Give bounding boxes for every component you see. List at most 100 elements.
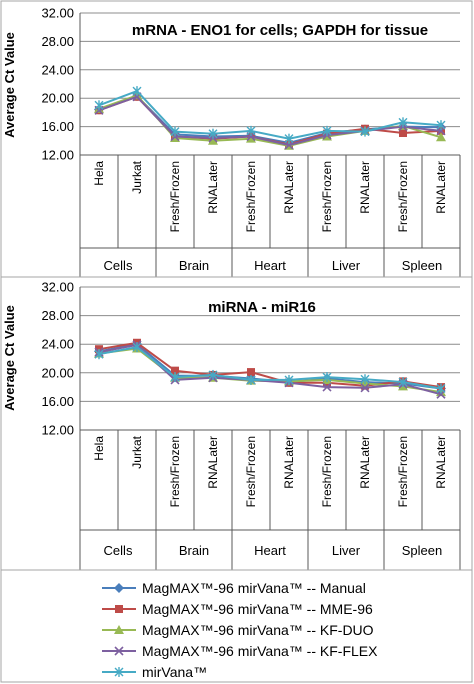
data-point <box>436 383 446 394</box>
x-tick-label: Fresh/Frozen <box>244 436 258 507</box>
y-axis-label: Average Ct Value <box>2 305 17 411</box>
data-point <box>94 100 104 111</box>
legend-item: MagMAX™-96 mirVana™ -- KF-FLEX <box>102 643 378 659</box>
y-tick-label: 12.00 <box>41 423 74 438</box>
y-tick-label: 16.00 <box>41 119 74 134</box>
group-label: Brain <box>179 543 209 558</box>
data-point <box>246 133 256 143</box>
legend-item: MagMAX™-96 mirVana™ -- Manual <box>102 580 366 596</box>
data-point <box>399 128 407 137</box>
x-tick-label: RNALater <box>282 436 296 489</box>
x-tick-label: Jurkat <box>130 435 144 468</box>
x-tick-label: Hela <box>92 161 106 186</box>
group-label: Liver <box>332 543 361 558</box>
data-point <box>94 349 104 360</box>
group-label: Heart <box>254 258 286 273</box>
x-tick-label: RNALater <box>434 436 448 489</box>
group-label: Cells <box>104 543 133 558</box>
data-point <box>398 377 408 388</box>
legend-marker <box>114 646 124 656</box>
x-tick-label: Hela <box>92 436 106 461</box>
legend-label: MagMAX™-96 mirVana™ -- KF-FLEX <box>142 643 378 659</box>
legend-label: MagMAX™-96 mirVana™ -- KF-DUO <box>142 622 374 638</box>
legend-marker <box>114 667 124 677</box>
data-point <box>208 128 218 139</box>
legend-label: mirVana™ <box>142 664 207 680</box>
data-point <box>322 382 332 392</box>
data-point <box>360 374 370 385</box>
data-point <box>398 117 408 128</box>
chart-title: mRNA - ENO1 for cells; GAPDH for tissue <box>132 22 428 39</box>
group-label: Brain <box>179 258 209 273</box>
x-tick-label: Fresh/Frozen <box>320 436 334 507</box>
series-line <box>98 95 442 147</box>
legend-marker <box>114 583 124 593</box>
legend: MagMAX™-96 mirVana™ -- Manual MagMAX™-96 … <box>0 569 473 683</box>
data-point <box>246 125 256 136</box>
legend-frame <box>0 569 473 683</box>
x-tick-label: RNALater <box>358 161 372 214</box>
y-tick-label: 24.00 <box>41 62 74 77</box>
data-point <box>208 369 218 380</box>
group-label: Spleen <box>402 543 442 558</box>
x-tick-label: RNALater <box>358 436 372 489</box>
data-point <box>284 374 294 385</box>
data-point <box>171 366 179 375</box>
x-tick-label: RNALater <box>434 161 448 214</box>
y-tick-label: 20.00 <box>41 365 74 380</box>
group-label: Liver <box>332 258 361 273</box>
legend-item: mirVana™ <box>102 664 207 680</box>
chart-mirna: Average Ct Value miRNA - miR16 12.00 16.0… <box>0 276 473 571</box>
data-point <box>284 140 294 150</box>
marker-stroke <box>114 646 124 656</box>
data-point <box>132 86 142 97</box>
legend-item: MagMAX™-96 mirVana™ -- MME-96 <box>102 601 373 617</box>
data-point <box>436 120 446 131</box>
x-tick-label: Fresh/Frozen <box>168 161 182 232</box>
data-point <box>322 372 332 383</box>
chart-title: miRNA - miR16 <box>208 299 316 316</box>
marker-stroke <box>284 140 294 150</box>
series-line <box>98 341 442 389</box>
y-tick-label: 16.00 <box>41 394 74 409</box>
y-tick-label: 12.00 <box>41 148 74 163</box>
y-tick-label: 28.00 <box>41 34 74 49</box>
data-point <box>170 126 180 137</box>
series-line <box>98 346 442 390</box>
series-line <box>98 89 442 140</box>
x-tick-label: RNALater <box>282 161 296 214</box>
y-axis-label: Average Ct Value <box>2 32 17 138</box>
x-tick-label: Fresh/Frozen <box>244 161 258 232</box>
data-point <box>360 383 370 393</box>
y-tick-label: 20.00 <box>41 91 74 106</box>
data-point <box>360 126 370 137</box>
legend-label: MagMAX™-96 mirVana™ -- MME-96 <box>142 601 373 617</box>
x-tick-label: RNALater <box>206 436 220 489</box>
data-point <box>208 135 218 145</box>
marker-stroke <box>360 383 370 393</box>
chart-mrna: Average Ct Value mRNA - ENO1 for cells; … <box>0 0 473 283</box>
data-point <box>132 342 142 353</box>
x-tick-label: Fresh/Frozen <box>168 436 182 507</box>
group-label: Heart <box>254 543 286 558</box>
data-point <box>170 372 180 383</box>
group-label: Cells <box>104 258 133 273</box>
legend-marker <box>114 625 124 634</box>
y-tick-label: 28.00 <box>41 308 74 323</box>
group-label: Spleen <box>402 258 442 273</box>
series-mirvana <box>94 86 446 144</box>
x-tick-label: Jurkat <box>130 160 144 193</box>
x-tick-label: Fresh/Frozen <box>396 161 410 232</box>
x-tick-label: Fresh/Frozen <box>320 161 334 232</box>
data-point <box>322 125 332 136</box>
y-tick-label: 24.00 <box>41 337 74 352</box>
y-tick-label: 32.00 <box>41 6 74 21</box>
y-tick-label: 32.00 <box>41 280 74 295</box>
series-mirvana <box>94 342 446 394</box>
marker-stroke <box>322 382 332 392</box>
x-tick-label: RNALater <box>206 161 220 214</box>
data-point <box>284 133 294 144</box>
x-tick-label: Fresh/Frozen <box>396 436 410 507</box>
data-point <box>247 368 255 377</box>
